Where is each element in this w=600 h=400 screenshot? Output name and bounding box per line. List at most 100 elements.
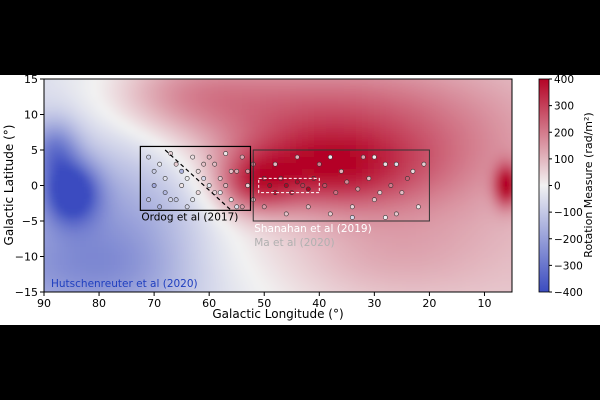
y-tick-label: 15 [24, 75, 38, 86]
rm-point [327, 211, 333, 217]
figure: Ordog et al (2017) Shanahan et al (2019) M… [0, 73, 600, 325]
rm-point [228, 168, 234, 174]
x-tick-label: 30 [367, 297, 381, 310]
rm-point [382, 161, 388, 167]
rm-point [404, 176, 410, 181]
rm-point [261, 204, 267, 210]
rm-point [234, 168, 240, 174]
rm-point [245, 168, 251, 174]
y-tick-label: −10 [15, 251, 38, 264]
rm-point [223, 151, 229, 156]
rm-point [283, 183, 289, 188]
x-tick-label: 90 [37, 297, 51, 310]
rm-point [272, 161, 278, 167]
y-tick-label: 0 [31, 180, 38, 193]
rm-point [415, 204, 421, 210]
y-tick-label: −5 [22, 215, 38, 228]
colorbar-ticks: 400 300 200 100 0 −100 −200 −300 −400 [549, 74, 583, 299]
rm-point [206, 183, 212, 188]
rm-point [327, 154, 333, 160]
rm-point [377, 190, 383, 195]
rm-point [283, 211, 289, 217]
rm-point [195, 190, 201, 195]
region-box-inner [258, 177, 320, 194]
rm-point [333, 190, 339, 195]
rm-point [371, 154, 377, 160]
rm-point [421, 161, 427, 167]
rm-point [294, 179, 300, 185]
colorbar-tick-label: 200 [554, 127, 574, 139]
region-box-ordog [139, 145, 252, 211]
region-label-ordog: Ordog et al (2017) [141, 211, 238, 223]
x-axis: 90 80 70 60 50 40 30 20 10 [37, 292, 491, 310]
rm-point [173, 161, 179, 167]
colorbar-tick-label: −300 [554, 260, 583, 272]
x-tick-label: 80 [92, 297, 106, 310]
rm-point [146, 197, 152, 203]
rm-point [393, 211, 399, 217]
rm-point [338, 168, 344, 174]
rm-point [190, 197, 196, 203]
x-tick-label: 70 [147, 297, 161, 310]
rm-point [206, 154, 212, 160]
colorbar [538, 78, 550, 293]
rm-point [228, 197, 234, 203]
rm-point [184, 204, 190, 210]
rm-point [151, 183, 157, 188]
x-tick-label: 40 [312, 297, 326, 310]
rm-point [355, 186, 361, 192]
rm-point [234, 204, 240, 210]
rm-point [371, 197, 377, 203]
y-axis-label: Galactic Latitude (°) [2, 125, 16, 246]
colorbar-tick-label: 0 [554, 181, 561, 193]
rm-point [294, 154, 300, 160]
rm-point [168, 197, 174, 203]
rm-point [146, 154, 152, 160]
rm-point [184, 176, 190, 181]
rm-point [190, 154, 196, 160]
rm-point [316, 161, 322, 167]
y-tick-label: 5 [31, 144, 38, 157]
y-tick-label: 10 [24, 109, 38, 122]
x-tick-label: 20 [422, 297, 436, 310]
y-tick-label: −15 [15, 286, 38, 299]
rm-point [179, 183, 185, 188]
colorbar-tick-label: 100 [554, 154, 574, 166]
x-tick-label: 10 [477, 297, 491, 310]
survey-regions: Ordog et al (2017) Shanahan et al (2019) M… [139, 145, 430, 249]
rm-point [162, 190, 168, 195]
rm-point [322, 183, 328, 188]
rm-point [349, 204, 355, 210]
rm-point [300, 183, 306, 188]
rm-point [179, 168, 185, 174]
colorbar-tick-label: −100 [554, 207, 583, 219]
rm-point [267, 183, 273, 188]
rm-point [157, 204, 163, 210]
rm-point [195, 168, 201, 174]
colorbar-tick-label: 400 [554, 75, 574, 86]
rm-points [146, 151, 427, 220]
rm-point [366, 176, 372, 181]
colorbar-tick-label: −400 [554, 287, 583, 299]
rm-point [223, 183, 229, 188]
rm-point [349, 215, 355, 220]
x-axis-label: Galactic Longitude (°) [212, 307, 343, 321]
rm-point [217, 176, 223, 181]
background-survey-label: Hutschenreuter et al (2020) [51, 278, 198, 290]
colorbar-tick-label: −200 [554, 234, 583, 246]
colorbar-label: Rotation Measure (rad/m²) [582, 112, 595, 257]
rm-point [151, 168, 157, 174]
rm-point [212, 161, 218, 167]
region-boundary-dashed [164, 149, 232, 211]
colorbar-tick-label: 300 [554, 101, 574, 113]
rm-point [239, 154, 245, 160]
rm-point [201, 176, 207, 181]
rm-point [382, 215, 388, 220]
rm-point [344, 179, 350, 185]
x-tick-label: 60 [202, 297, 216, 310]
rm-map-chart: Ordog et al (2017) Shanahan et al (2019) M… [2, 73, 595, 321]
y-axis: 15 10 5 0 −5 −10 −15 [15, 73, 44, 299]
rm-point [162, 176, 168, 181]
rm-point [410, 168, 416, 174]
rm-point [360, 154, 366, 160]
